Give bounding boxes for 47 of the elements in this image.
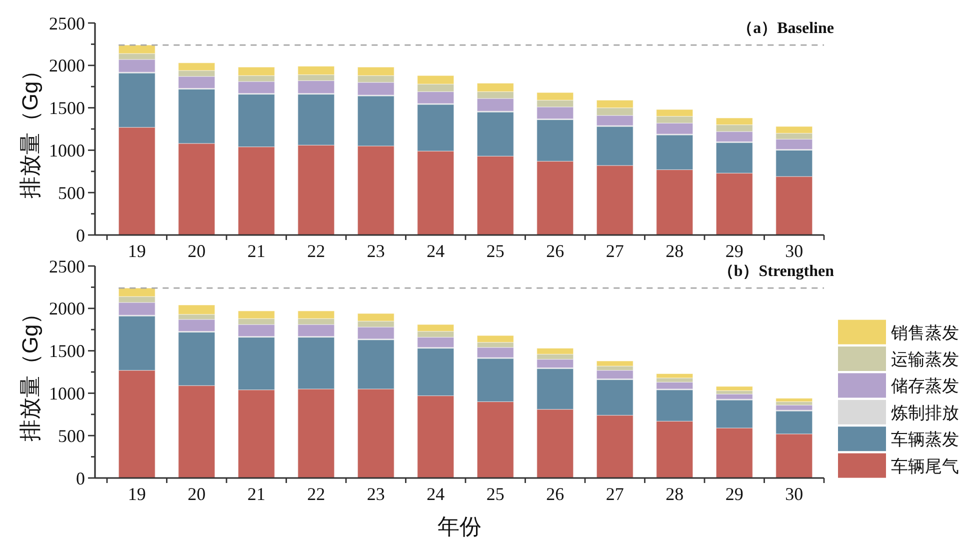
- x-tick-label: 23: [366, 241, 385, 261]
- y-tick-label: 500: [58, 426, 85, 446]
- legend-label: 销售蒸发: [890, 323, 959, 342]
- x-tick-label: 19: [128, 484, 146, 504]
- legend-label: 储存蒸发: [891, 376, 959, 396]
- chart-title: （b）Strengthen: [718, 263, 834, 280]
- x-tick-label: 22: [307, 241, 326, 261]
- x-tick-label: 26: [546, 484, 564, 504]
- legend-label: 运输蒸发: [891, 350, 959, 369]
- x-tick-label: 28: [666, 484, 684, 504]
- x-tick-label: 27: [606, 241, 624, 261]
- y-tick-label: 0: [76, 468, 85, 488]
- x-axis-title: 年份: [438, 514, 482, 539]
- y-tick-label: 2000: [49, 56, 85, 76]
- y-axis-title: 排放量（Gg）: [18, 59, 43, 199]
- x-tick-label: 21: [247, 241, 266, 261]
- y-tick-label: 1500: [49, 98, 85, 118]
- x-tick-label: 24: [426, 484, 445, 504]
- x-tick-label: 28: [666, 241, 684, 261]
- x-tick-label: 26: [546, 241, 564, 261]
- y-tick-label: 1500: [49, 341, 85, 362]
- x-tick-label: 29: [725, 484, 744, 504]
- x-tick-label: 20: [188, 241, 206, 261]
- x-tick-label: 21: [247, 484, 266, 504]
- x-tick-label: 23: [366, 484, 385, 504]
- chart-title: （a）Baseline: [737, 20, 834, 37]
- x-tick-label: 27: [606, 484, 624, 504]
- legend-label: 车辆尾气: [891, 456, 959, 476]
- x-tick-label: 22: [307, 484, 326, 504]
- x-tick-label: 19: [128, 241, 146, 261]
- y-axis-title: 排放量（Gg）: [18, 302, 43, 442]
- legend-label: 车辆蒸发: [891, 430, 959, 450]
- x-tick-label: 29: [725, 241, 744, 261]
- x-tick-label: 30: [785, 484, 804, 504]
- x-tick-label: 25: [486, 241, 504, 261]
- y-tick-label: 0: [76, 225, 85, 246]
- x-tick-label: 25: [486, 484, 504, 504]
- y-tick-label: 1000: [49, 384, 85, 404]
- y-tick-label: 2500: [49, 13, 85, 34]
- x-tick-label: 30: [785, 241, 804, 261]
- x-tick-label: 24: [426, 241, 445, 261]
- x-tick-label: 20: [188, 484, 206, 504]
- y-tick-label: 2000: [49, 298, 85, 319]
- y-tick-label: 1000: [49, 140, 85, 160]
- legend-label: 炼制排放: [891, 403, 959, 422]
- y-tick-label: 500: [58, 182, 85, 203]
- y-tick-label: 2500: [49, 256, 85, 276]
